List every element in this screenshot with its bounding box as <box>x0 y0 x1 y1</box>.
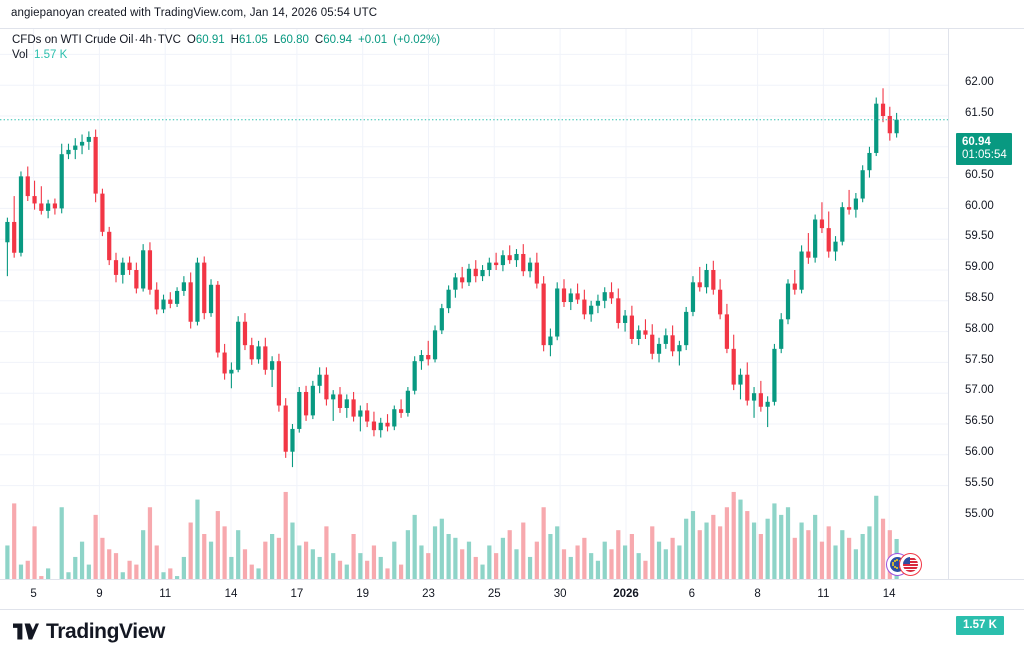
time-tick: 5 <box>30 588 37 600</box>
time-tick: 11 <box>817 588 830 600</box>
time-tick: 17 <box>290 588 304 600</box>
price-tick: 62.00 <box>965 76 994 89</box>
time-tick: 11 <box>159 588 172 600</box>
time-tick: 2026 <box>613 588 639 600</box>
time-tick: 6 <box>688 588 695 600</box>
price-tick: 59.50 <box>965 230 994 243</box>
time-tick: 9 <box>96 588 103 600</box>
tradingview-brand-text: TradingView <box>46 620 165 643</box>
time-tick: 19 <box>356 588 370 600</box>
tradingview-logo-icon <box>13 623 39 640</box>
price-tick: 57.00 <box>965 384 994 397</box>
price-tick: 60.00 <box>965 199 994 212</box>
attribution-text: angiepanoyan created with TradingView.co… <box>11 7 378 19</box>
tradingview-footer: TradingView <box>13 621 165 642</box>
chart-panel[interactable] <box>0 28 948 580</box>
price-tick: 57.50 <box>965 353 994 366</box>
price-tick: 55.50 <box>965 476 994 489</box>
price-tick: 56.50 <box>965 415 994 428</box>
time-tick: 14 <box>882 588 896 600</box>
economic-event-markers[interactable] <box>886 553 928 577</box>
candlestick-series <box>5 88 899 579</box>
bar-countdown: 01:05:54 <box>962 148 1007 161</box>
price-axis[interactable]: 62.0061.5061.0060.5060.0059.5059.0058.50… <box>948 28 1024 635</box>
us-flag-icon <box>902 556 918 572</box>
time-tick: 14 <box>224 588 238 600</box>
price-tick: 60.50 <box>965 168 994 181</box>
last-price-value: 60.94 <box>962 135 991 148</box>
price-tick: 55.00 <box>965 507 994 520</box>
time-axis[interactable]: 5 9 11 14 17 19 23 25 30 2026 6 8 11 14 <box>0 580 1024 610</box>
price-line-overlay <box>0 119 948 121</box>
volume-badge[interactable]: 1.57 K <box>956 616 1004 635</box>
time-tick: 23 <box>422 588 435 600</box>
time-tick: 8 <box>754 588 761 600</box>
economic-event-us-icon[interactable] <box>899 553 922 576</box>
price-tick: 59.00 <box>965 261 994 274</box>
time-tick: 30 <box>553 588 567 600</box>
time-tick: 25 <box>487 588 501 600</box>
price-tick: 61.50 <box>965 107 994 120</box>
last-price-badge[interactable]: 60.94 01:05:54 <box>956 132 1012 165</box>
price-tick: 58.50 <box>965 292 994 304</box>
price-tick: 58.00 <box>965 322 994 335</box>
price-tick: 56.00 <box>965 446 994 458</box>
